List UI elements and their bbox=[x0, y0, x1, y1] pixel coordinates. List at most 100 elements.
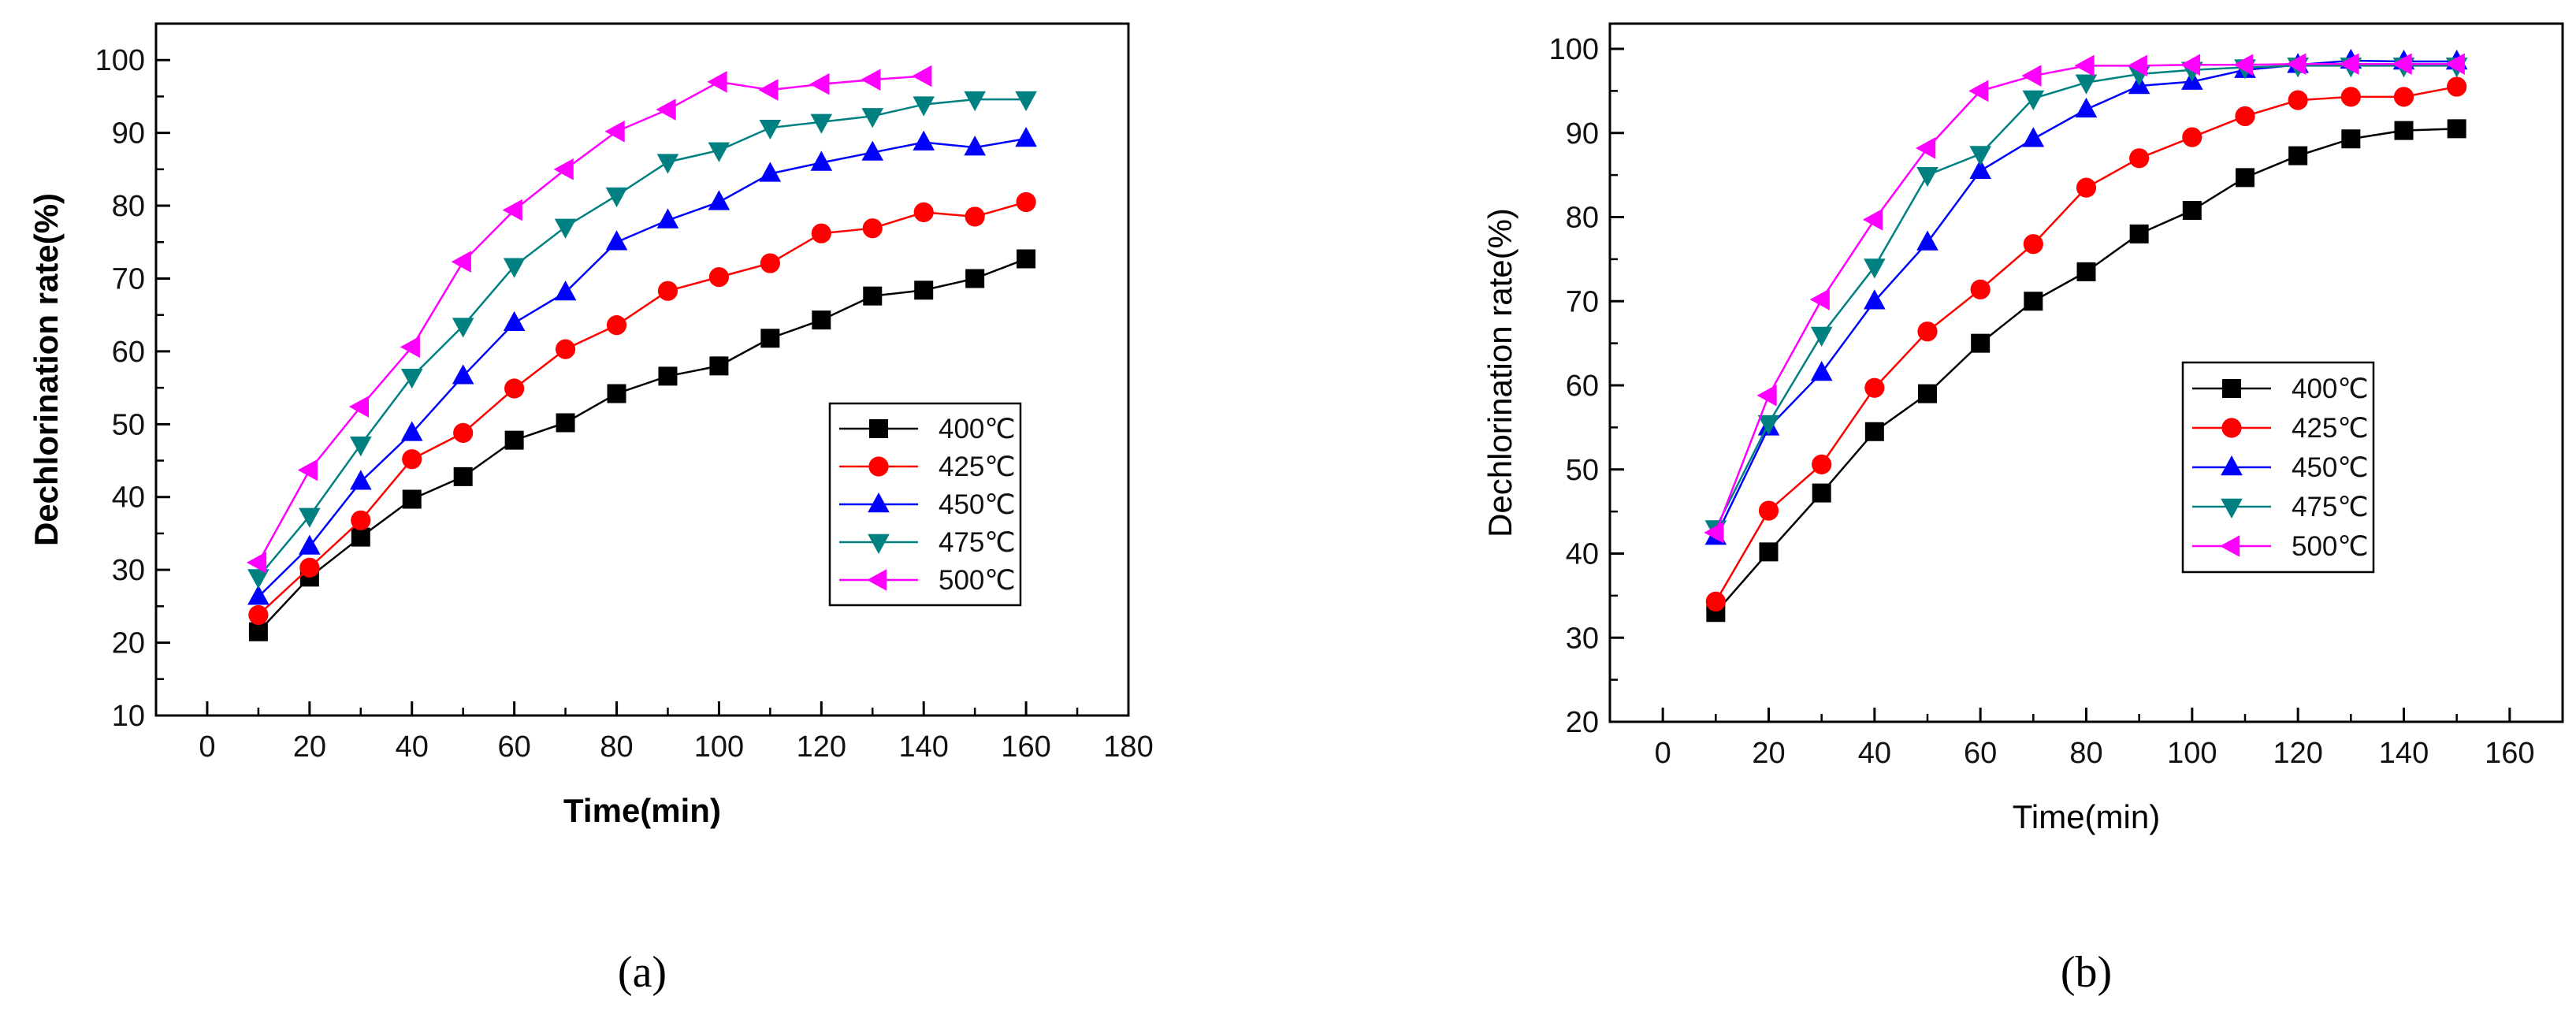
panel-label-b: (b) bbox=[2061, 948, 2112, 997]
data-point-a bbox=[299, 534, 321, 555]
legend-marker-b bbox=[2222, 379, 2241, 398]
data-point-a bbox=[299, 557, 320, 578]
data-point-b bbox=[2075, 97, 2098, 118]
data-point-a bbox=[247, 569, 269, 589]
data-point-b bbox=[1864, 258, 1886, 279]
data-point-a bbox=[452, 318, 474, 338]
data-point-a bbox=[503, 258, 526, 278]
data-point-a bbox=[504, 378, 525, 399]
data-point-a bbox=[913, 202, 934, 222]
data-point-a bbox=[606, 315, 627, 336]
data-point-a bbox=[656, 154, 679, 174]
axes-a: 0 20 40 60 80 100 120 140 160 180 10 20 30 40 50 60 70 80… bbox=[95, 44, 1154, 764]
data-point-b bbox=[2339, 53, 2359, 76]
data-point-b bbox=[2392, 53, 2412, 76]
data-point-a bbox=[708, 142, 730, 162]
data-point-b bbox=[1809, 288, 1830, 310]
data-point-a bbox=[247, 585, 269, 605]
data-point-b bbox=[1968, 80, 1989, 102]
data-point-a bbox=[246, 552, 267, 574]
data-point-a bbox=[861, 108, 884, 128]
legend-label-a: 475℃ bbox=[939, 527, 1016, 558]
x-tick-label-a: 180 bbox=[1103, 730, 1153, 764]
series-a-500℃ bbox=[246, 65, 932, 574]
data-point-a bbox=[400, 421, 423, 441]
data-point-a bbox=[759, 119, 782, 140]
legend-marker-a bbox=[867, 569, 887, 591]
data-point-a bbox=[708, 267, 730, 288]
data-point-a bbox=[709, 356, 729, 376]
data-point-a bbox=[965, 269, 985, 288]
data-point-b bbox=[2341, 129, 2361, 149]
data-point-a bbox=[299, 507, 321, 528]
data-point-b bbox=[2129, 224, 2149, 243]
y-tick-label-a: 10 bbox=[112, 700, 145, 733]
data-point-a bbox=[451, 251, 471, 273]
data-point-b bbox=[2127, 54, 2147, 77]
data-point-b bbox=[2288, 90, 2308, 110]
data-point-b bbox=[1864, 289, 1886, 310]
x-tick-label-b: 140 bbox=[2379, 737, 2429, 770]
data-point-a bbox=[400, 369, 423, 389]
y-axis-title-b: Dechlorination rate(%) bbox=[1481, 208, 1518, 537]
data-point-b bbox=[1864, 422, 1884, 441]
data-point-a bbox=[402, 489, 422, 509]
axes-b: 0 20 40 60 80 100 120 140 160 20 30 40 50 60 70 80 90 100 bbox=[1549, 33, 2535, 770]
x-tick-label-a: 0 bbox=[199, 730, 215, 764]
y-tick-label-b: 70 bbox=[1566, 285, 1599, 318]
data-point-b bbox=[2393, 87, 2414, 107]
y-tick-label-a: 80 bbox=[112, 190, 145, 223]
x-tick-label-a: 80 bbox=[600, 730, 633, 764]
legend-label-a: 450℃ bbox=[939, 489, 1016, 520]
y-tick-label-a: 50 bbox=[112, 408, 145, 441]
y-tick-label-b: 60 bbox=[1566, 370, 1599, 403]
legend-marker-a bbox=[869, 419, 888, 438]
data-point-b bbox=[2129, 148, 2150, 169]
legend-label-a: 400℃ bbox=[939, 414, 1016, 444]
legend-label-b: 500℃ bbox=[2292, 531, 2369, 562]
data-point-b bbox=[1812, 483, 1831, 503]
data-point-a bbox=[504, 430, 524, 450]
data-point-b bbox=[1758, 500, 1779, 521]
y-tick-label-a: 70 bbox=[112, 262, 145, 295]
series-a-450℃ bbox=[247, 127, 1037, 605]
data-point-b bbox=[2180, 54, 2201, 76]
data-point-a bbox=[553, 158, 574, 180]
y-tick-label-b: 90 bbox=[1566, 117, 1599, 151]
data-point-a bbox=[811, 223, 831, 243]
series-b-400℃ bbox=[1706, 119, 2466, 623]
legend-marker-b bbox=[2221, 418, 2242, 438]
x-axis-title-a: Time(min) bbox=[563, 792, 721, 829]
data-point-a bbox=[964, 91, 986, 112]
data-point-a bbox=[656, 98, 676, 121]
y-axis-title-a: Dechlorination rate(%) bbox=[28, 193, 65, 546]
data-point-b bbox=[1810, 361, 1833, 381]
series-line-a bbox=[258, 201, 1027, 616]
y-tick-label-a: 60 bbox=[112, 336, 145, 369]
x-tick-label-a: 160 bbox=[1001, 730, 1050, 764]
panel-a: 0 20 40 60 80 100 120 140 160 180 10 20 30 40 50 60 70 80… bbox=[28, 22, 1154, 997]
data-point-b bbox=[2447, 119, 2466, 139]
legend-marker-a bbox=[868, 456, 889, 477]
data-point-b bbox=[1810, 326, 1833, 347]
data-point-a bbox=[502, 199, 522, 221]
x-tick-label-a: 100 bbox=[694, 730, 744, 764]
data-point-b bbox=[2075, 74, 2098, 95]
legend-label-a: 500℃ bbox=[939, 565, 1016, 596]
data-point-a bbox=[554, 218, 577, 239]
legend-marker-b bbox=[2220, 535, 2240, 557]
data-point-a bbox=[861, 140, 884, 161]
legend-marker-b bbox=[2221, 498, 2243, 519]
data-point-a bbox=[707, 71, 727, 93]
series-line-a bbox=[257, 258, 1027, 633]
data-point-a bbox=[812, 310, 831, 330]
data-point-b bbox=[2182, 127, 2202, 147]
data-point-a bbox=[708, 190, 730, 210]
data-point-b bbox=[1756, 385, 1777, 407]
series-a-475℃ bbox=[247, 91, 1037, 589]
data-point-b bbox=[2286, 53, 2307, 76]
legend-label-b: 400℃ bbox=[2292, 374, 2369, 404]
data-point-b bbox=[2447, 76, 2467, 97]
x-tick-label-b: 20 bbox=[1752, 737, 1785, 770]
